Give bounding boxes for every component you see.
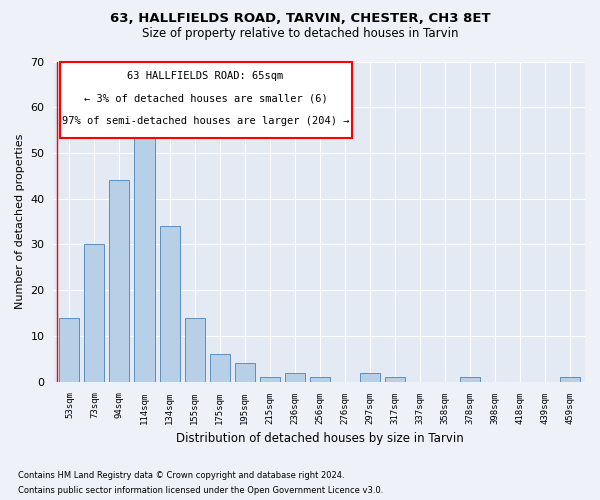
Bar xyxy=(560,377,580,382)
Bar xyxy=(284,372,305,382)
Bar xyxy=(160,226,179,382)
Bar xyxy=(185,318,205,382)
Bar xyxy=(209,354,230,382)
Bar xyxy=(460,377,480,382)
FancyBboxPatch shape xyxy=(60,62,352,138)
Text: 63 HALLFIELDS ROAD: 65sqm: 63 HALLFIELDS ROAD: 65sqm xyxy=(127,71,284,81)
Bar xyxy=(385,377,405,382)
Text: Size of property relative to detached houses in Tarvin: Size of property relative to detached ho… xyxy=(142,28,458,40)
Bar xyxy=(85,244,104,382)
Bar xyxy=(310,377,330,382)
Bar xyxy=(134,116,155,382)
Bar xyxy=(235,364,254,382)
Bar xyxy=(109,180,130,382)
Bar xyxy=(260,377,280,382)
X-axis label: Distribution of detached houses by size in Tarvin: Distribution of detached houses by size … xyxy=(176,432,464,445)
Text: Contains HM Land Registry data © Crown copyright and database right 2024.: Contains HM Land Registry data © Crown c… xyxy=(18,471,344,480)
Text: 97% of semi-detached houses are larger (204) →: 97% of semi-detached houses are larger (… xyxy=(62,116,349,126)
Y-axis label: Number of detached properties: Number of detached properties xyxy=(15,134,25,310)
Text: 63, HALLFIELDS ROAD, TARVIN, CHESTER, CH3 8ET: 63, HALLFIELDS ROAD, TARVIN, CHESTER, CH… xyxy=(110,12,490,26)
Bar xyxy=(59,318,79,382)
Text: Contains public sector information licensed under the Open Government Licence v3: Contains public sector information licen… xyxy=(18,486,383,495)
Text: ← 3% of detached houses are smaller (6): ← 3% of detached houses are smaller (6) xyxy=(84,94,328,104)
Bar xyxy=(360,372,380,382)
